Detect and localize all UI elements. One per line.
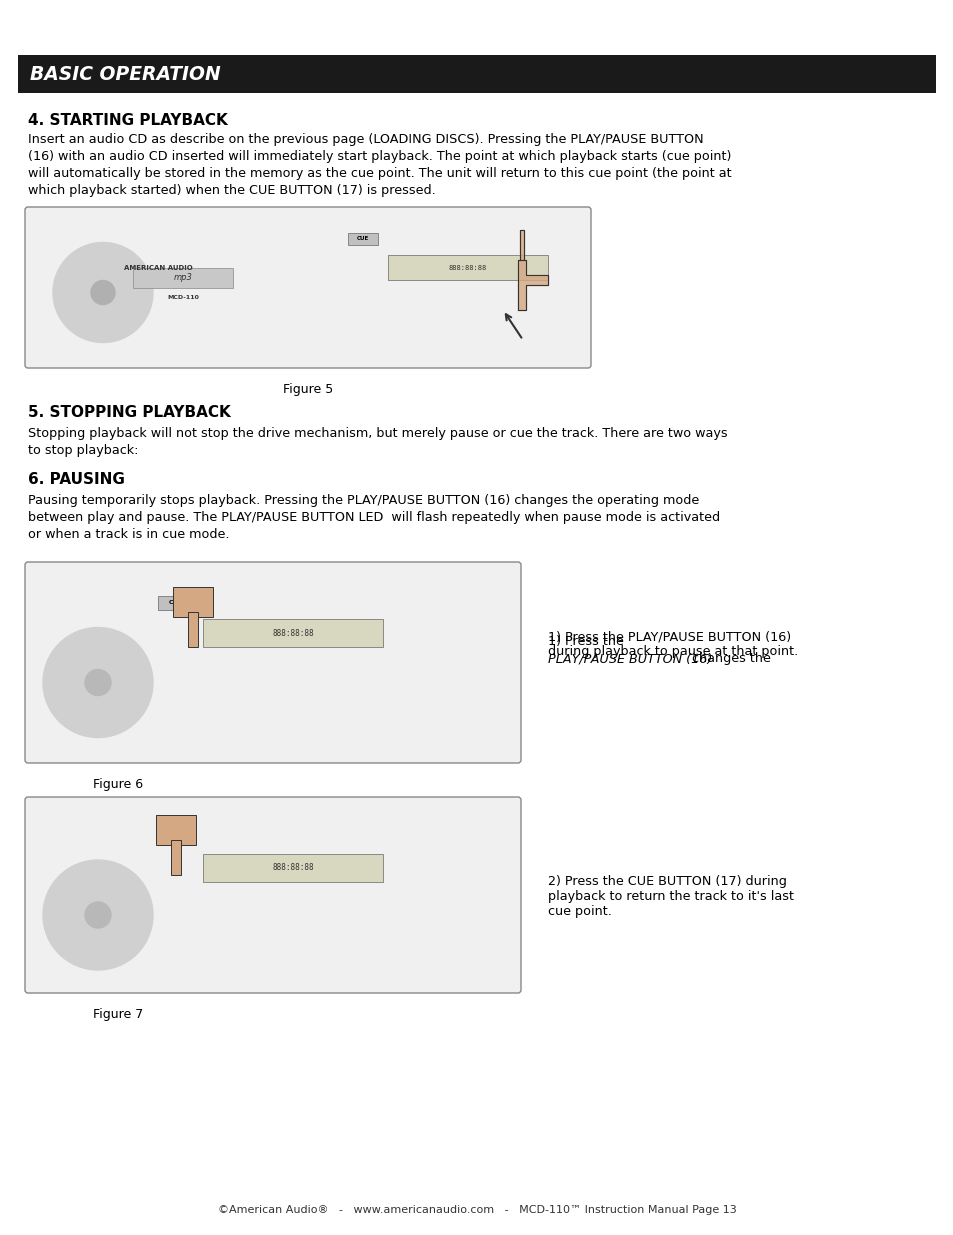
Circle shape bbox=[85, 902, 111, 927]
Text: 888:88:88: 888:88:88 bbox=[272, 863, 314, 872]
Bar bbox=[156, 815, 195, 845]
FancyBboxPatch shape bbox=[25, 562, 520, 763]
Text: CUE: CUE bbox=[169, 600, 183, 605]
Text: which playback started) when the CUE BUTTON (17) is pressed.: which playback started) when the CUE BUT… bbox=[28, 184, 436, 198]
Polygon shape bbox=[519, 230, 523, 261]
Polygon shape bbox=[517, 261, 547, 310]
Text: MCD-110: MCD-110 bbox=[167, 295, 199, 300]
Text: CUE: CUE bbox=[169, 836, 183, 841]
Text: 5. STOPPING PLAYBACK: 5. STOPPING PLAYBACK bbox=[28, 405, 231, 420]
FancyBboxPatch shape bbox=[25, 797, 520, 993]
Circle shape bbox=[53, 242, 152, 342]
Circle shape bbox=[43, 860, 152, 969]
Text: 4. STARTING PLAYBACK: 4. STARTING PLAYBACK bbox=[28, 112, 228, 128]
Text: Insert an audio CD as describe on the previous page (LOADING DISCS). Pressing th: Insert an audio CD as describe on the pr… bbox=[28, 133, 703, 146]
Bar bbox=[188, 613, 198, 647]
Text: 888:88:88: 888:88:88 bbox=[272, 629, 314, 637]
Circle shape bbox=[43, 627, 152, 737]
Text: to stop playback:: to stop playback: bbox=[28, 445, 138, 457]
Text: 1) Press the PLAY/PAUSE BUTTON (16)
during playback to pause at that point.: 1) Press the PLAY/PAUSE BUTTON (16) duri… bbox=[547, 630, 798, 658]
Text: 6. PAUSING: 6. PAUSING bbox=[28, 472, 125, 487]
Bar bbox=[171, 840, 181, 876]
FancyBboxPatch shape bbox=[25, 207, 590, 368]
Text: changes the: changes the bbox=[687, 652, 770, 664]
Bar bbox=[18, 56, 935, 93]
Text: BASIC OPERATION: BASIC OPERATION bbox=[30, 65, 220, 84]
Bar bbox=[158, 831, 193, 845]
Text: 1) Press the: 1) Press the bbox=[547, 635, 627, 648]
Bar bbox=[388, 254, 547, 280]
Text: Figure 7: Figure 7 bbox=[92, 1008, 143, 1021]
Text: or when a track is in cue mode.: or when a track is in cue mode. bbox=[28, 529, 230, 541]
Bar bbox=[203, 853, 382, 882]
Bar bbox=[203, 619, 382, 647]
Bar bbox=[172, 587, 213, 618]
Text: ©American Audio®   -   www.americanaudio.com   -   MCD-110™ Instruction Manual P: ©American Audio® - www.americanaudio.com… bbox=[217, 1205, 736, 1215]
Text: between play and pause. The PLAY/PAUSE BUTTON LED  will flash repeatedly when pa: between play and pause. The PLAY/PAUSE B… bbox=[28, 511, 720, 524]
Text: Stopping playback will not stop the drive mechanism, but merely pause or cue the: Stopping playback will not stop the driv… bbox=[28, 427, 727, 440]
Circle shape bbox=[91, 280, 115, 305]
Text: Figure 6: Figure 6 bbox=[92, 778, 143, 790]
Text: Pausing temporarily stops playback. Pressing the PLAY/PAUSE BUTTON (16) changes : Pausing temporarily stops playback. Pres… bbox=[28, 494, 699, 508]
Text: CUE: CUE bbox=[356, 236, 369, 242]
Bar bbox=[348, 233, 377, 245]
Text: AMERICAN AUDIO: AMERICAN AUDIO bbox=[124, 264, 193, 270]
Bar bbox=[158, 597, 193, 610]
Circle shape bbox=[85, 669, 111, 695]
Text: Figure 5: Figure 5 bbox=[283, 383, 333, 396]
Bar bbox=[132, 268, 233, 288]
Text: PLAY/PAUSE BUTTON (16): PLAY/PAUSE BUTTON (16) bbox=[547, 652, 712, 664]
Text: mp3: mp3 bbox=[173, 273, 193, 282]
Text: (16) with an audio CD inserted will immediately start playback. The point at whi: (16) with an audio CD inserted will imme… bbox=[28, 149, 731, 163]
Text: will automatically be stored in the memory as the cue point. The unit will retur: will automatically be stored in the memo… bbox=[28, 167, 731, 180]
Text: 2) Press the CUE BUTTON (17) during
playback to return the track to it's last
cu: 2) Press the CUE BUTTON (17) during play… bbox=[547, 876, 793, 918]
Text: 888:88:88: 888:88:88 bbox=[449, 266, 487, 270]
